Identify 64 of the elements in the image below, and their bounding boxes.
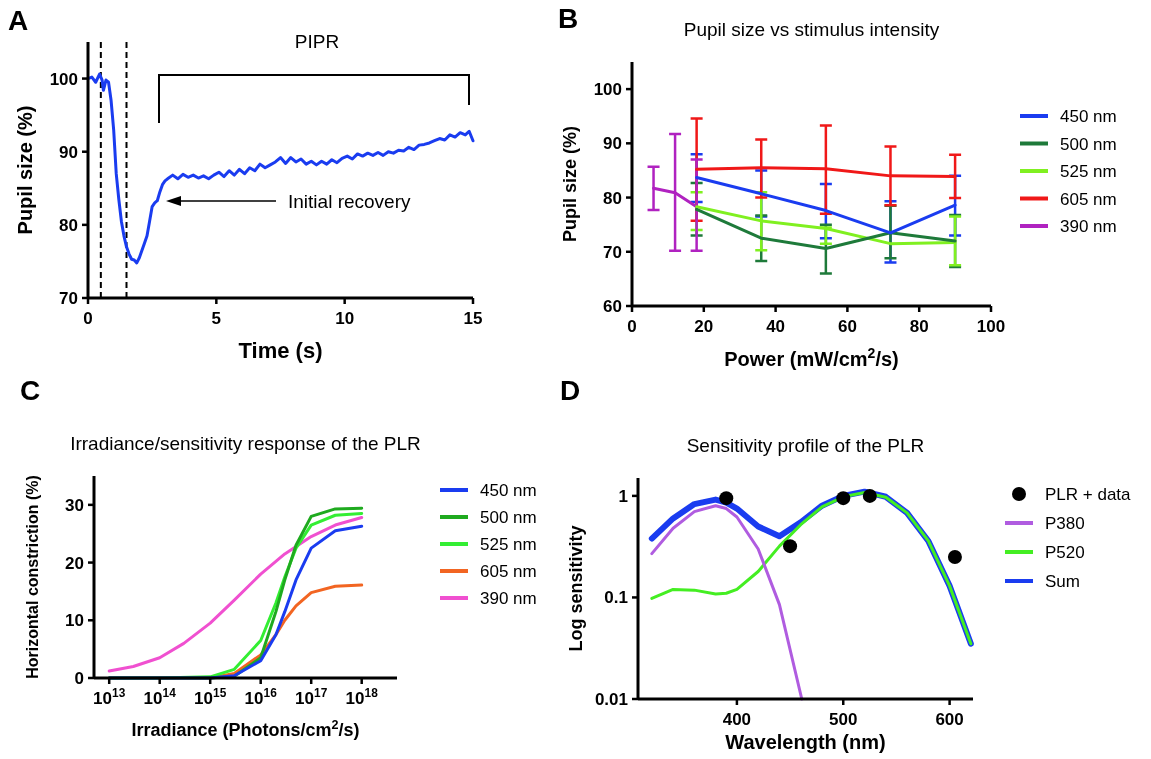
x-tick-label: 40	[766, 317, 786, 336]
annotation: Initial recovery	[288, 191, 411, 212]
legend-label: P520	[1045, 543, 1085, 562]
x-axis-title: Time (s)	[238, 338, 323, 363]
y-tick-label: 20	[65, 553, 84, 573]
y-tick-label: 30	[65, 495, 84, 515]
legend-label: Sum	[1045, 572, 1080, 591]
x-tick-label: 10$^{16}$	[244, 686, 278, 708]
text: B	[558, 3, 579, 34]
y-axis-title: Pupil size (%)	[560, 125, 580, 243]
x-tick-label: 100	[976, 317, 1006, 336]
x-tick-label: 80	[909, 317, 929, 336]
x-tick-label: 20	[694, 317, 714, 336]
y-axis-title: Log sensitivity	[566, 525, 586, 652]
y-axis-title: Pupil size (%)	[14, 105, 36, 235]
text: A	[8, 5, 29, 36]
y-tick-label: 100	[593, 80, 622, 100]
x-tick-label: 10$^{14}$	[143, 686, 177, 708]
chart-title: Irradiance/sensitivity response of the PLR	[70, 433, 421, 454]
chart-title: Sensitivity profile of the PLR	[686, 435, 925, 456]
x-tick-label: 10$^{15}$	[194, 686, 227, 708]
y-tick-label: 0	[74, 669, 84, 688]
y-tick-label: 70	[59, 289, 78, 308]
y-axis-title: Horizontal constriction (%)	[24, 475, 41, 679]
x-tick-label: 10$^{18}$	[345, 686, 379, 708]
y-tick-label: 0.01	[594, 690, 628, 709]
y-tick-label: 10	[65, 611, 84, 631]
annotation: PIPR	[294, 31, 340, 52]
x-axis-title: Wavelength (nm)	[725, 731, 886, 753]
legend-label: 450 nm	[1060, 107, 1117, 126]
chart-title: Pupil size vs stimulus intensity	[683, 19, 940, 40]
x-axis-title: Power (mW/cm$^{2}$/s)	[724, 345, 899, 370]
legend-label: 525 nm	[480, 535, 537, 554]
x-tick-label: 10$^{13}$	[93, 686, 126, 708]
legend-label: 390 nm	[1060, 217, 1117, 236]
y-tick-label: 70	[603, 242, 622, 262]
x-axis-title: Irradiance (Photons/cm$^{2}$/s)	[131, 718, 360, 740]
x-tick-label: 10	[335, 309, 355, 328]
y-tick-label: 60	[603, 297, 622, 316]
y-tick-label: 1	[618, 486, 628, 506]
x-tick-label: 600	[935, 710, 964, 729]
y-tick-label: 80	[603, 188, 622, 208]
y-tick-label: 80	[59, 215, 78, 235]
x-tick-label: 5	[211, 309, 222, 328]
legend-label: P380	[1045, 514, 1085, 533]
text: D	[560, 375, 581, 406]
x-tick-label: 500	[829, 710, 858, 729]
y-tick-label: 90	[59, 142, 78, 162]
legend-label: 525 nm	[1060, 162, 1117, 181]
y-tick-label: 0.1	[604, 588, 628, 608]
x-tick-label: 10$^{17}$	[295, 686, 328, 708]
text: C	[20, 375, 41, 406]
x-tick-label: 60	[837, 317, 857, 336]
y-tick-label: 100	[49, 69, 78, 89]
legend-label: 390 nm	[480, 589, 537, 608]
legend-label: 605 nm	[1060, 189, 1117, 209]
legend-label: 500 nm	[1060, 134, 1117, 154]
x-tick-label: 400	[722, 710, 752, 729]
x-tick-label: 15	[463, 309, 483, 328]
y-tick-label: 90	[603, 134, 622, 154]
legend-label: 605 nm	[480, 562, 537, 581]
legend-label: PLR + data	[1045, 485, 1132, 504]
legend-label: 500 nm	[480, 508, 537, 527]
legend-label: 450 nm	[480, 481, 537, 500]
